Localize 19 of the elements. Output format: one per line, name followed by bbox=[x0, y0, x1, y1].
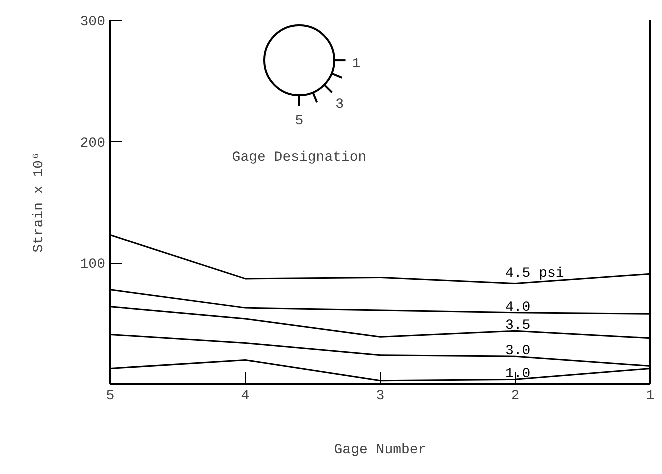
x-tick-label: 5 bbox=[106, 388, 115, 404]
series-label: 4.0 bbox=[506, 300, 531, 316]
series-label: 3.5 bbox=[506, 318, 531, 334]
y-tick-label: 300 bbox=[80, 14, 106, 30]
annotation: 5 bbox=[295, 114, 304, 130]
x-axis-title: Gage Number bbox=[334, 442, 427, 458]
x-tick-label: 1 bbox=[646, 388, 655, 404]
annotation: 3 bbox=[336, 96, 344, 113]
y-axis-title: Strain x 10⁶ bbox=[31, 152, 48, 253]
series-label: 3.0 bbox=[506, 344, 531, 360]
x-tick-label: 2 bbox=[511, 388, 520, 404]
y-tick-label: 200 bbox=[80, 136, 106, 152]
series-label: 4.5 psi bbox=[506, 266, 564, 282]
x-tick-label: 4 bbox=[241, 388, 250, 404]
x-tick-label: 3 bbox=[376, 388, 385, 404]
y-tick-label: 100 bbox=[80, 257, 106, 274]
series-label: 1.0 bbox=[506, 366, 531, 383]
annotation: 1 bbox=[352, 56, 361, 73]
annotation: Gage Designation bbox=[232, 150, 367, 166]
